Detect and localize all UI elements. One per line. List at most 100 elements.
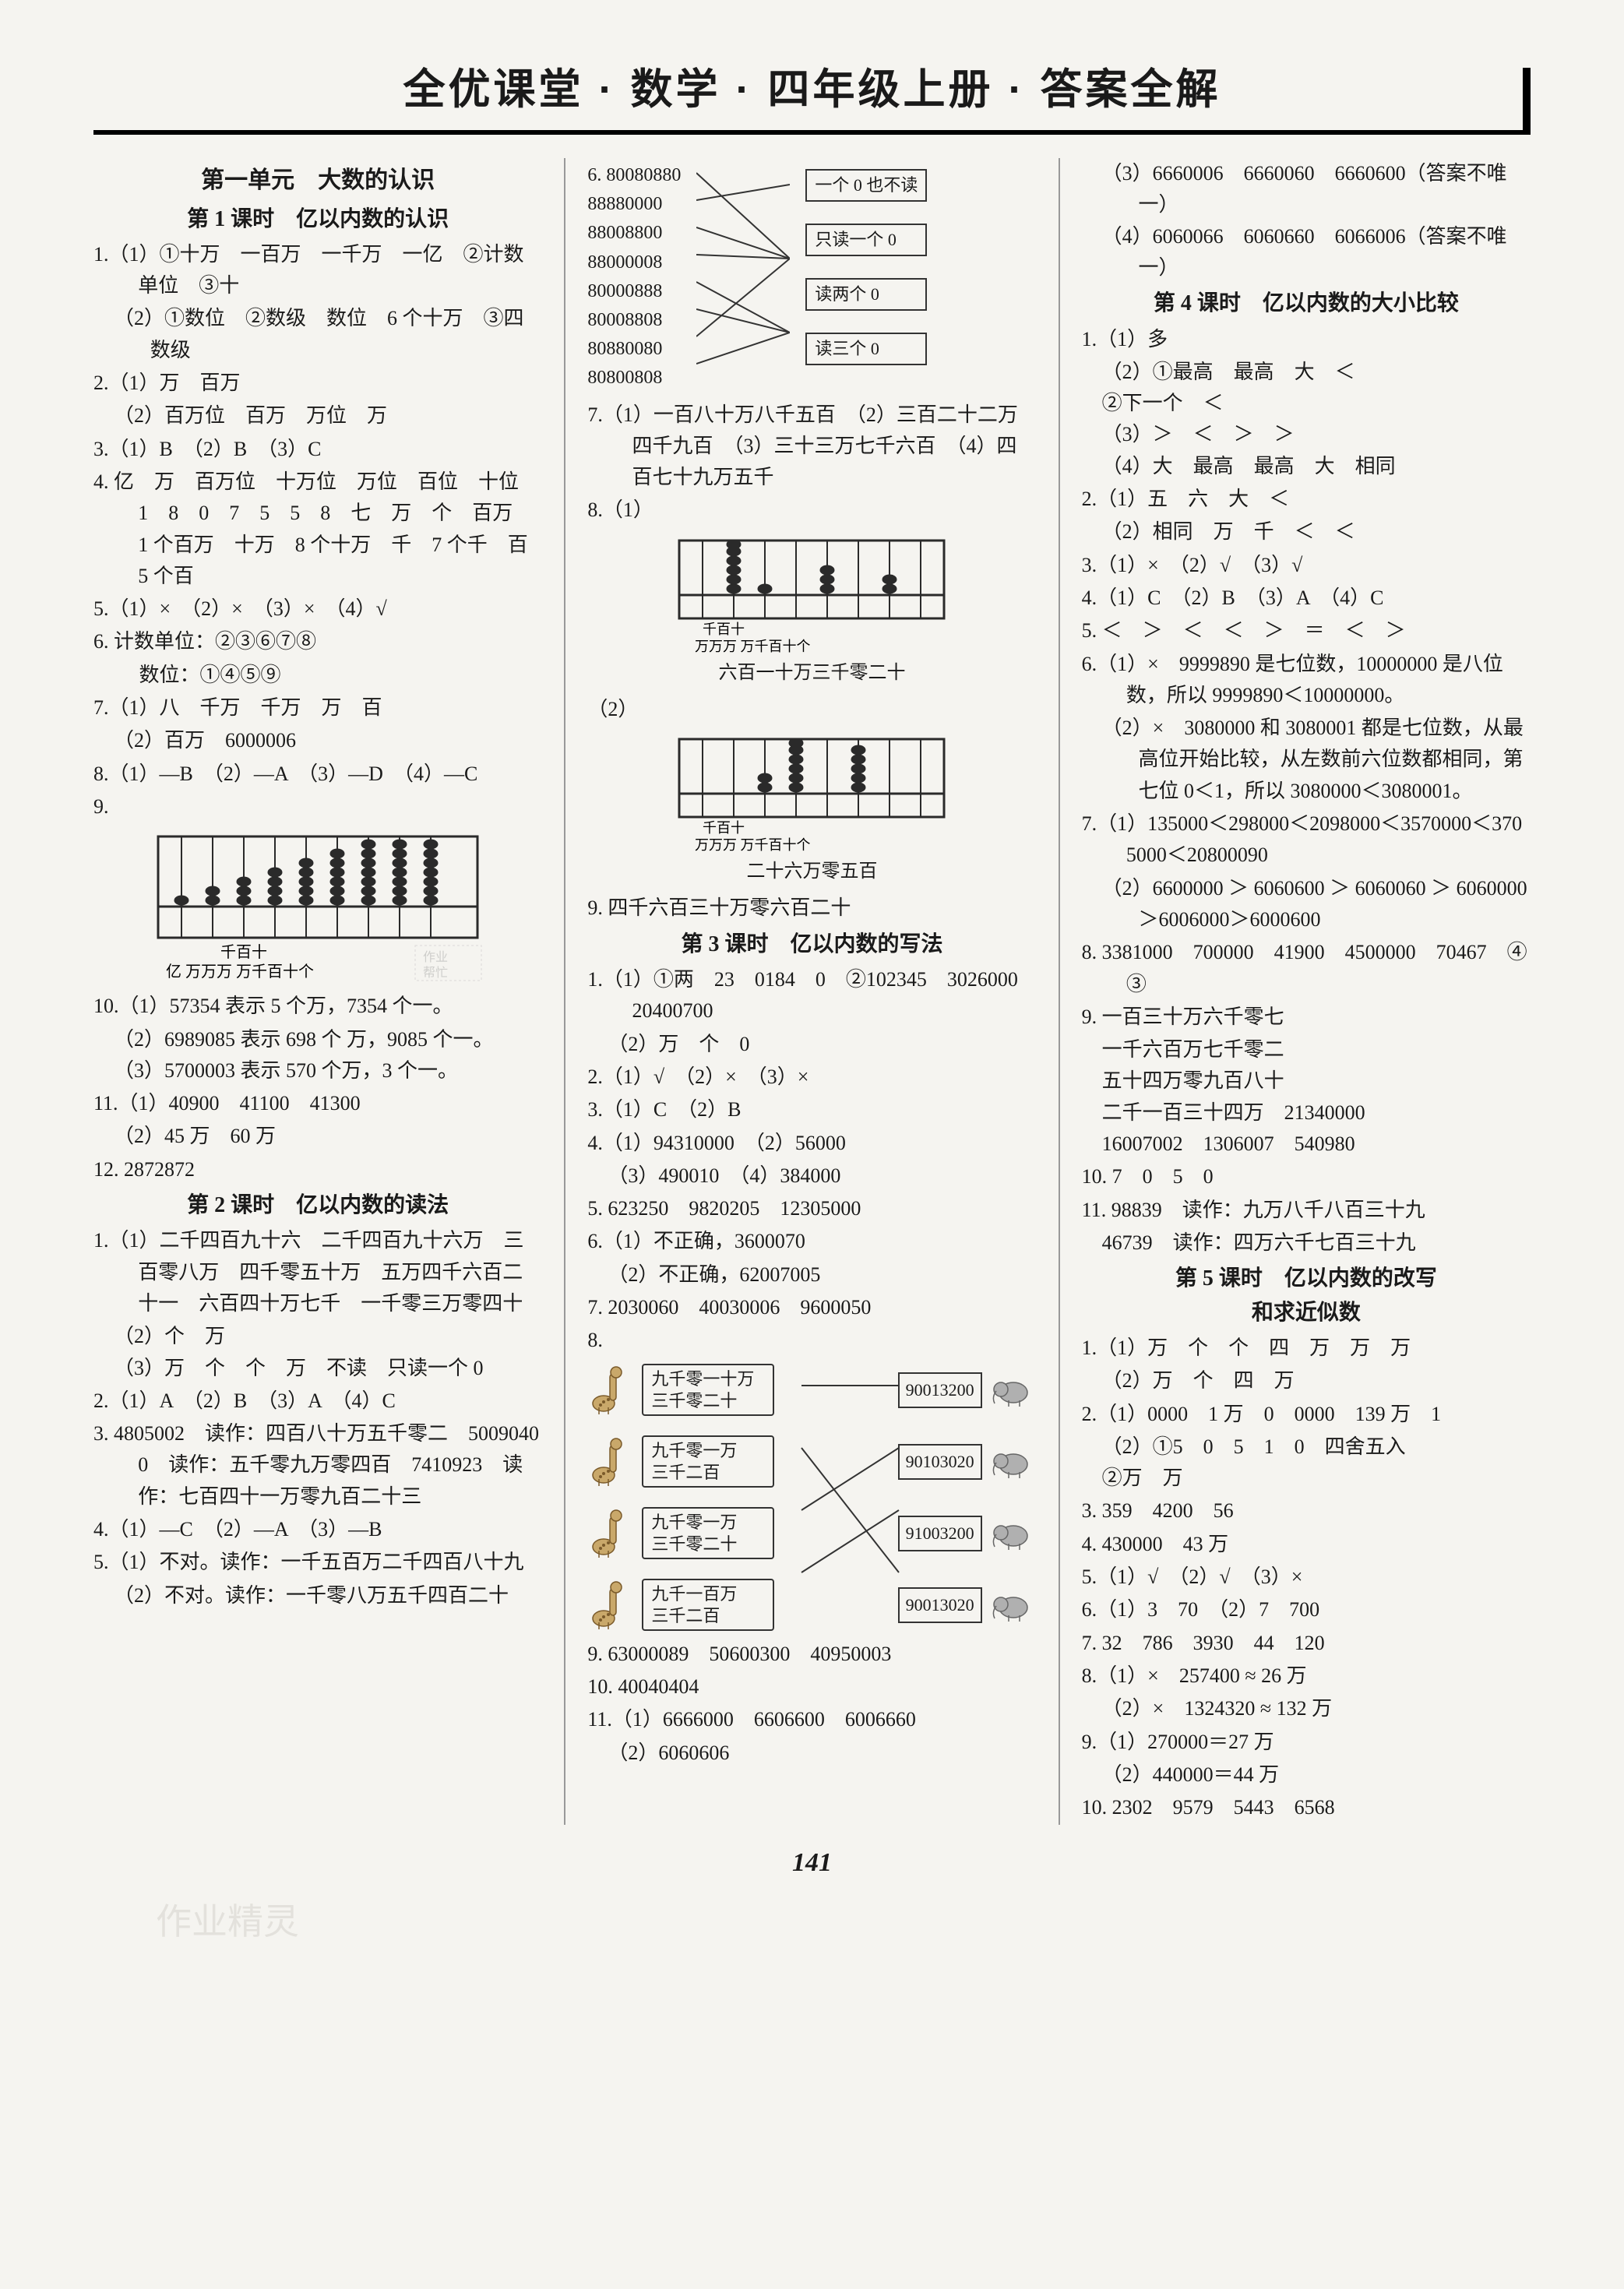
q8-number: 90013020 <box>898 1587 982 1623</box>
answer-item: 5. ＜ ＞ ＜ ＜ ＞ ＝ ＜ ＞ <box>1082 615 1531 646</box>
q8-text: 九千零一十万 三千零二十 <box>642 1364 774 1416</box>
lesson3-heading: 第 3 课时 亿以内数的写法 <box>587 928 1036 961</box>
answer-item: 9. 63000089 50600300 40950003 <box>587 1639 1036 1670</box>
answer-item: （3）490010 （4）384000 <box>587 1160 1036 1192</box>
answer-item: （2）万 个 四 万 <box>1082 1365 1531 1396</box>
answer-item: （2）6989085 表示 698 个 万，9085 个一。 <box>93 1024 542 1055</box>
answer-item: 一千六百万七千零二 <box>1082 1034 1531 1065</box>
answer-item: 7.（1）135000＜298000＜2098000＜3570000＜37050… <box>1082 808 1531 872</box>
answer-item: 8. <box>587 1325 1036 1356</box>
q8-pair: 九千零一万 三千二百90103020 <box>587 1435 1036 1489</box>
q8-number: 91003200 <box>898 1516 982 1551</box>
answer-item: （2）× 3080000 和 3080001 都是七位数，从最高位开始比较，从左… <box>1082 713 1531 807</box>
q6-number: 80880080 <box>587 335 681 364</box>
column-divider <box>1059 158 1060 1825</box>
q8-text: 九千零一万 三千二百 <box>642 1435 774 1488</box>
q8-pair: 九千零一万 三千零二十 91003200 <box>587 1506 1036 1561</box>
q6-number: 80000888 <box>587 277 681 306</box>
answer-item: 4. 亿 万 百万位 十万位 万位 百位 十位 1 8 0 7 5 5 8 七 … <box>93 467 542 592</box>
answer-item: 11.（1）40900 41100 41300 <box>93 1088 542 1119</box>
answer-item: 2.（1）万 百万 <box>93 368 542 399</box>
q6-label: 读两个 0 <box>805 278 927 311</box>
answer-item: 1.（1）二千四百九十六 二千四百九十六万 三百零八万 四千零五十万 五万四千六… <box>93 1225 542 1319</box>
answer-item: 1.（1）万 个 个 四 万 万 万 <box>1082 1333 1531 1364</box>
lesson2-heading: 第 2 课时 亿以内数的读法 <box>93 1189 542 1222</box>
q6-lines-icon <box>696 161 790 379</box>
abacus-figure-8-1: 千百十 万万万 万千百十个 六百一十万三千零二十 <box>587 533 1036 688</box>
answer-item: 10. 40040404 <box>587 1671 1036 1703</box>
svg-text:帮忙: 帮忙 <box>423 966 448 980</box>
answer-item: 16007002 1306007 540980 <box>1082 1129 1531 1160</box>
answer-item: 3. 359 4200 56 <box>1082 1495 1531 1527</box>
q6-matching-diagram: 6. 80080880 88880000 88008800 88000008 8… <box>587 161 1036 393</box>
giraffe-icon <box>587 1363 634 1417</box>
svg-text:千百十: 千百十 <box>220 943 267 961</box>
answer-item: （2）不正确，62007005 <box>587 1259 1036 1291</box>
answer-item: （2）× 1324320 ≈ 132 万 <box>1082 1693 1531 1724</box>
answer-item: 4. 430000 43 万 <box>1082 1529 1531 1560</box>
answer-item: 7.（1）八 千万 千万 万 百 <box>93 692 542 724</box>
answer-item: 2.（1）五 六 大 ＜ <box>1082 484 1531 515</box>
answer-item: 8.（1）—B （2）—A （3）—D （4）—C <box>93 759 542 790</box>
answer-item: 7. 32 786 3930 44 120 <box>1082 1628 1531 1659</box>
answer-item: （2）6600000 ＞ 6060600 ＞ 6060060 ＞ 6060000… <box>1082 873 1531 936</box>
abacus-figure-9: 千百十 亿 万万万 万千百十个 作业 帮忙 <box>93 829 542 984</box>
q6-number: 88000008 <box>587 248 681 277</box>
answer-item: 2.（1）√ （2）× （3）× <box>587 1062 1036 1093</box>
answer-item: （3）5700003 表示 570 个万，3 个一。 <box>93 1055 542 1086</box>
answer-item: （2） <box>587 694 1036 725</box>
giraffe-icon <box>587 1506 634 1561</box>
answer-item: 数位：①④⑤⑨ <box>93 660 542 691</box>
answer-item: 5.（1）× （2）× （3）× （4）√ <box>93 593 542 625</box>
answer-item: 五十四万零九百八十 <box>1082 1065 1531 1097</box>
elephant-icon <box>990 1442 1037 1481</box>
answer-item: ②下一个 ＜ <box>1082 388 1531 419</box>
giraffe-icon <box>587 1435 634 1489</box>
answer-item: （2）不对。读作：一千零八万五千四百二十 <box>93 1580 542 1611</box>
abacus-caption: 六百一十万三千零二十 <box>587 659 1036 688</box>
q8-pair: 九千一百万 三千二百90013020 <box>587 1578 1036 1632</box>
page-title: 全优课堂 · 数学 · 四年级上册 · 答案全解 <box>93 55 1531 116</box>
svg-text:亿 万万万 万千百十个: 亿 万万万 万千百十个 <box>166 963 314 981</box>
answer-item: 1.（1）①两 23 0184 0 ②102345 3026000 204007… <box>587 964 1036 1027</box>
answer-item: 11.（1）6666000 6606600 6006660 <box>587 1704 1036 1735</box>
answer-item: （2）相同 万 千 ＜ ＜ <box>1082 516 1531 548</box>
elephant-icon <box>990 1514 1037 1553</box>
answer-item: 10. 7 0 5 0 <box>1082 1161 1531 1192</box>
answer-item: 7.（1）一百八十万八千五百 （2）三百二十二万四千九百 （3）三十三万七千六百… <box>587 400 1036 494</box>
lesson4-heading: 第 4 课时 亿以内数的大小比较 <box>1082 287 1531 320</box>
answer-item: 1.（1）多 <box>1082 324 1531 355</box>
q6-number: 6. 80080880 <box>587 161 681 190</box>
answer-item: （2）①数位 ②数级 数位 6 个十万 ③四 数级 <box>93 303 542 366</box>
lesson5-heading: 第 5 课时 亿以内数的改写 和求近似数 <box>1082 1262 1531 1329</box>
q6-number: 80008808 <box>587 306 681 335</box>
q8-text: 九千零一万 三千零二十 <box>642 1507 774 1559</box>
answer-item: 3.（1）× （2）√ （3）√ <box>1082 550 1531 581</box>
unit-heading: 第一单元 大数的认识 <box>93 163 542 199</box>
column-1: 第一单元 大数的认识 第 1 课时 亿以内数的认识 1.（1）①十万 一百万 一… <box>93 158 542 1825</box>
answer-item: 9.（1）270000＝27 万 <box>1082 1727 1531 1758</box>
answer-item: 9. <box>93 791 542 822</box>
answer-item: 6.（1）× 9999890 是七位数，10000000 是八位数，所以 999… <box>1082 649 1531 712</box>
abacus-caption: 二十六万零五百 <box>587 857 1036 886</box>
svg-text:作业: 作业 <box>423 950 448 964</box>
answer-item: 46739 读作：四万六千七百三十九 <box>1082 1227 1531 1259</box>
q6-label: 一个 0 也不读 <box>805 169 927 202</box>
elephant-icon <box>990 1586 1037 1625</box>
answer-item: 4.（1）C （2）B （3）A （4）C <box>1082 583 1531 614</box>
answer-item: （3）万 个 个 万 不读 只读一个 0 <box>93 1353 542 1384</box>
answer-item: （4）大 最高 最高 大 相同 <box>1082 451 1531 482</box>
answer-item: （2）万 个 0 <box>587 1029 1036 1060</box>
answer-item: 5. 623250 9820205 12305000 <box>587 1193 1036 1224</box>
q6-label: 读三个 0 <box>805 333 927 365</box>
answer-item: 3. 4805002 读作：四百八十万五千零二 50090400 读作：五千零九… <box>93 1418 542 1513</box>
q6-number: 80800808 <box>587 364 681 393</box>
answer-item: 5.（1）不对。读作：一千五百万二千四百八十九 <box>93 1547 542 1578</box>
svg-text:千百十: 千百十 <box>703 820 745 836</box>
answer-item: 6.（1）不正确，3600070 <box>587 1226 1036 1257</box>
q8-matching-diagram: 九千零一十万 三千零二十90013200九千零一万 三千二百90103020九千… <box>587 1358 1036 1637</box>
answer-item: 7. 2030060 40030006 9600050 <box>587 1292 1036 1323</box>
q6-number: 88008800 <box>587 219 681 248</box>
answer-item: 10. 2302 9579 5443 6568 <box>1082 1792 1531 1823</box>
answer-item: （2）①最高 最高 大 ＜ <box>1082 357 1531 388</box>
